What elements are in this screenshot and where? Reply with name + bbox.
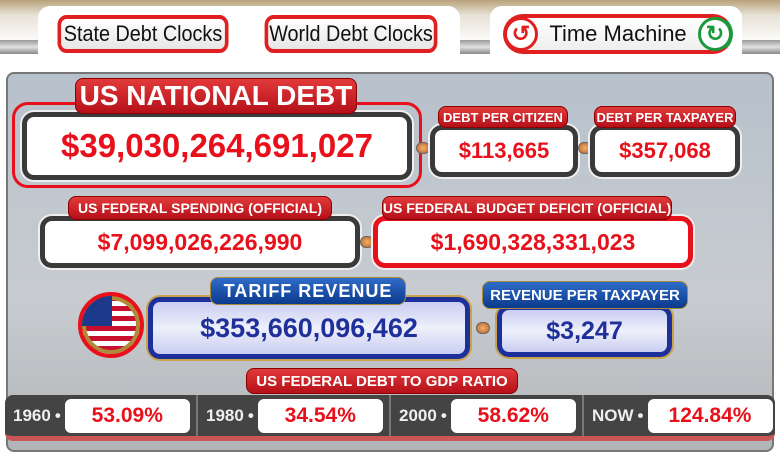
ratio-cell-1960: 1960 • 53.09% — [5, 395, 198, 436]
tariff-revenue-label: TARIFF REVENUE — [210, 277, 406, 305]
time-machine-control: ↺ Time Machine ↻ — [503, 14, 733, 54]
ratio-value: 34.54% — [257, 398, 383, 433]
debt-per-taxpayer-label: DEBT PER TAXPAYER — [594, 106, 736, 128]
ratio-value: 124.84% — [647, 398, 773, 433]
debt-to-gdp-label: US FEDERAL DEBT TO GDP RATIO — [246, 368, 518, 394]
budget-deficit-value: $1,690,328,331,023 — [373, 216, 693, 268]
connector-icon — [476, 322, 490, 334]
ratio-year: NOW — [592, 405, 634, 425]
connector-icon — [360, 236, 374, 248]
state-debt-clocks-label: State Debt Clocks — [63, 21, 223, 46]
federal-spending-label: US FEDERAL SPENDING (OFFICIAL) — [68, 196, 332, 220]
debt-per-citizen-label: DEBT PER CITIZEN — [438, 106, 568, 128]
connector-icon — [416, 142, 430, 154]
ratio-value: 58.62% — [450, 398, 576, 433]
tariff-revenue-value: $353,660,096,462 — [148, 297, 470, 359]
ratio-cell-now: NOW • 124.84% — [584, 395, 775, 436]
ratio-cell-1980: 1980 • 34.54% — [198, 395, 391, 436]
redo-arrow-icon[interactable]: ↻ — [698, 17, 732, 51]
debt-per-citizen-value: $113,665 — [430, 125, 578, 177]
world-debt-clocks-button[interactable]: World Debt Clocks — [264, 15, 438, 53]
national-debt-label: US NATIONAL DEBT — [75, 78, 357, 114]
federal-spending-value: $7,099,026,226,990 — [40, 216, 360, 268]
ratio-year: 1960 — [13, 405, 51, 425]
ratio-value: 53.09% — [64, 398, 190, 433]
budget-deficit-label: US FEDERAL BUDGET DEFICIT (OFFICIAL) — [382, 196, 672, 220]
national-debt-value: $39,030,264,691,027 — [22, 112, 412, 180]
debt-per-taxpayer-value: $357,068 — [590, 125, 740, 177]
revenue-per-taxpayer-value: $3,247 — [497, 305, 672, 357]
time-machine-label[interactable]: Time Machine — [549, 21, 687, 46]
world-debt-clocks-label: World Debt Clocks — [269, 21, 433, 46]
undo-arrow-icon[interactable]: ↺ — [504, 17, 538, 51]
ratio-year: 1980 — [206, 405, 244, 425]
us-flag-icon — [78, 292, 144, 358]
revenue-per-taxpayer-label: REVENUE PER TAXPAYER — [482, 281, 688, 309]
ratio-cell-2000: 2000 • 58.62% — [391, 395, 584, 436]
state-debt-clocks-button[interactable]: State Debt Clocks — [57, 15, 229, 53]
debt-to-gdp-row: 1960 • 53.09% 1980 • 34.54% 2000 • 58.62% NOW •… — [5, 395, 775, 441]
ratio-year: 2000 — [399, 405, 437, 425]
